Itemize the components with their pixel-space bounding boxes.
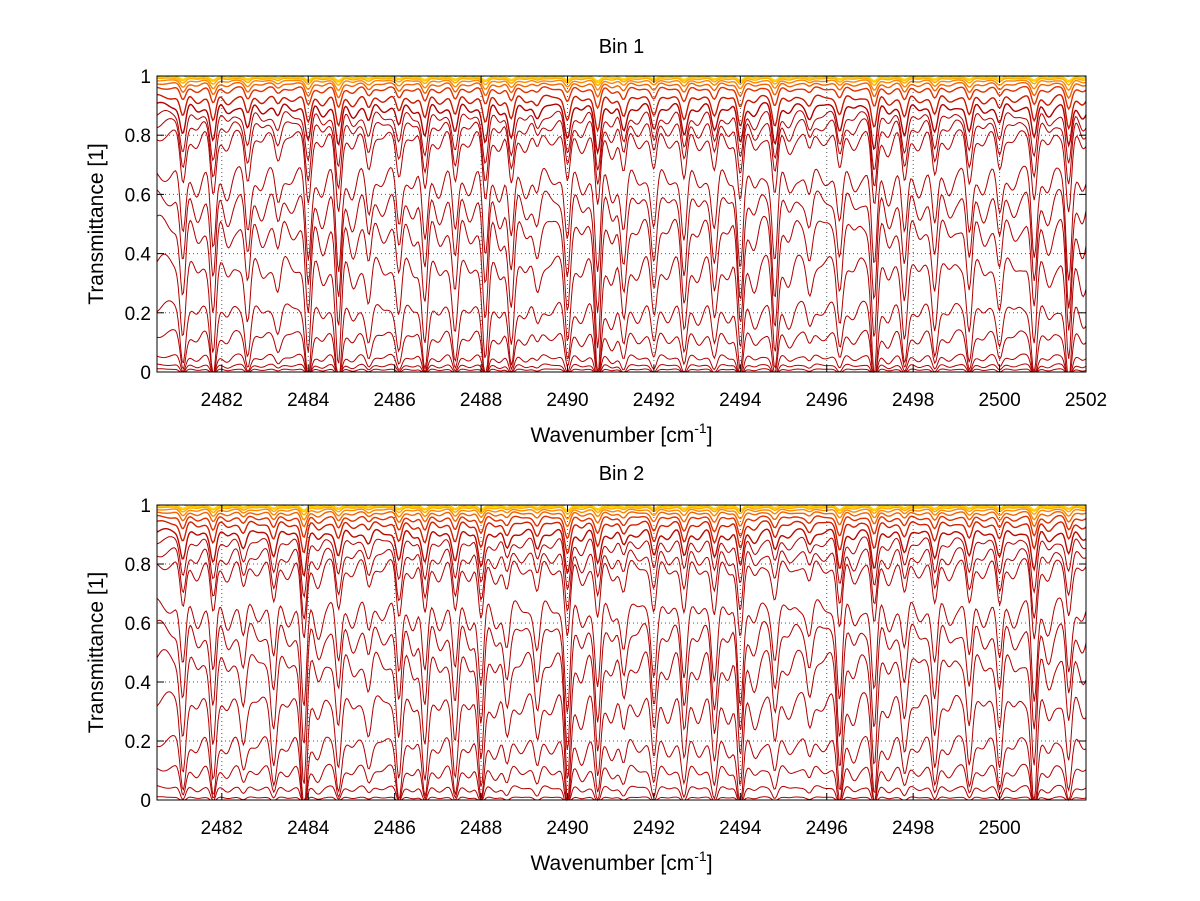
series-line: [157, 504, 1086, 511]
series-line: [157, 519, 1086, 555]
series-line: [157, 85, 1086, 111]
x-axis-label: Wavenumber [cm-1]: [530, 420, 712, 447]
x-tick-label: 2492: [633, 390, 675, 411]
x-axis-label-base: Wavenumber [cm: [530, 424, 694, 447]
x-tick-label: 2498: [892, 818, 934, 839]
x-tick-label: 2500: [978, 818, 1020, 839]
series-line: [157, 796, 1086, 801]
x-tick-label: 2494: [719, 818, 762, 839]
y-axis-label: Transmittance [1]: [85, 143, 108, 304]
series-line: [157, 508, 1086, 521]
series-line: [157, 93, 1086, 133]
chart-title: Bin 1: [599, 36, 645, 58]
series-line: [157, 165, 1086, 281]
series-line: [157, 514, 1086, 540]
series-line: [157, 129, 1086, 213]
series-line: [157, 784, 1086, 801]
series-line: [157, 300, 1086, 373]
series-group: [157, 504, 1086, 802]
series-line: [157, 536, 1086, 599]
series-line: [157, 79, 1086, 92]
chart-bin-2: 2482 2484 2486 2488 2490 2492 2494 2496 2498 2500…: [85, 463, 1087, 875]
x-tick-label: 2496: [806, 390, 848, 411]
x-tick-label: 2498: [892, 390, 934, 411]
series-line: [157, 329, 1086, 374]
series-line: [157, 547, 1086, 620]
x-tick-label: 2488: [460, 390, 502, 411]
x-tick-label: 2484: [287, 390, 330, 411]
x-axis-label-base: Wavenumber [cm: [530, 852, 694, 875]
y-tick-label: 0.2: [125, 304, 151, 325]
x-tick-label: 2502: [1065, 390, 1107, 411]
x-tick-label: 2488: [460, 818, 502, 839]
y-tick-label: 0: [140, 791, 151, 812]
series-line: [157, 118, 1086, 190]
series-line: [157, 510, 1086, 528]
series-line: [157, 77, 1086, 87]
x-axis-label-close: ]: [707, 424, 713, 447]
series-line: [157, 734, 1086, 801]
x-axis-label-sup: -1: [694, 848, 707, 864]
series-line: [157, 506, 1086, 516]
x-axis-label-sup: -1: [694, 420, 707, 436]
x-tick-label: 2482: [201, 818, 243, 839]
x-tick-label: 2486: [374, 818, 416, 839]
y-tick-label: 0.2: [125, 732, 151, 753]
y-tick-label: 0.8: [125, 555, 151, 576]
axes-box: [156, 75, 1087, 373]
series-line: [157, 81, 1086, 100]
series-line: [157, 75, 1086, 82]
x-tick-label: 2492: [633, 818, 675, 839]
y-tick-label: 1: [140, 496, 151, 517]
y-tick-label: 0.6: [125, 614, 151, 635]
x-tick-label: 2482: [201, 390, 243, 411]
x-tick-label: 2500: [978, 390, 1020, 411]
y-tick-label: 0: [140, 363, 151, 384]
x-tick-label: 2494: [719, 390, 762, 411]
axes-box: [156, 504, 1087, 801]
x-tick-label: 2490: [546, 818, 588, 839]
y-tick-label: 1: [140, 67, 151, 88]
x-tick-label: 2490: [546, 390, 588, 411]
chart-bin-1: 2482 2484 2486 2488 2490 2492 2494 2496 2498 2500…: [85, 36, 1107, 447]
x-tick-label: 2496: [806, 818, 848, 839]
series-line: [157, 253, 1086, 374]
series-line: [157, 363, 1086, 373]
y-tick-label: 0.4: [125, 245, 152, 266]
series-line: [157, 353, 1086, 373]
series-line: [157, 214, 1086, 349]
x-axis-label-close: ]: [707, 852, 713, 875]
series-line: [157, 110, 1086, 171]
series-line: [157, 101, 1086, 156]
series-line: [157, 763, 1086, 802]
series-line: [157, 528, 1086, 578]
chart-title: Bin 2: [599, 463, 645, 485]
y-tick-label: 0.6: [125, 185, 151, 206]
x-tick-label: 2486: [374, 390, 416, 411]
y-axis-label: Transmittance [1]: [85, 572, 108, 733]
y-tick-label: 0.4: [125, 673, 152, 694]
series-line: [157, 597, 1086, 713]
x-axis-label: Wavenumber [cm-1]: [530, 848, 712, 875]
y-tick-label: 0.8: [125, 126, 151, 147]
x-tick-label: 2484: [287, 818, 330, 839]
series-line: [157, 649, 1086, 784]
series-line: [157, 619, 1086, 750]
series-line: [157, 691, 1086, 802]
series-line: [157, 188, 1086, 313]
series-line: [157, 558, 1086, 640]
